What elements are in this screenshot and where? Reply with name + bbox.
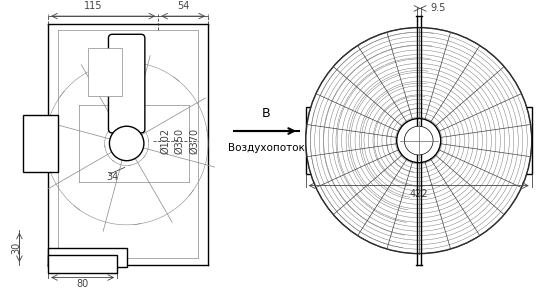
Text: 80: 80 xyxy=(76,280,89,289)
Bar xyxy=(23,115,58,172)
Text: 54: 54 xyxy=(177,1,189,11)
Bar xyxy=(48,248,127,267)
Text: Ø370: Ø370 xyxy=(189,128,199,154)
Text: 30: 30 xyxy=(12,242,22,254)
Text: 115: 115 xyxy=(84,1,102,11)
Bar xyxy=(88,48,122,96)
Bar xyxy=(306,107,532,174)
Text: Ø102: Ø102 xyxy=(160,128,170,154)
Text: Воздухопоток: Воздухопоток xyxy=(228,142,305,153)
Text: B: B xyxy=(262,106,271,119)
Text: 422: 422 xyxy=(409,189,428,200)
Bar xyxy=(48,255,117,273)
Circle shape xyxy=(306,28,532,253)
Circle shape xyxy=(110,126,144,161)
Text: 9.5: 9.5 xyxy=(430,3,445,13)
Circle shape xyxy=(397,119,441,163)
Circle shape xyxy=(404,126,433,155)
FancyBboxPatch shape xyxy=(109,34,145,133)
Text: 34: 34 xyxy=(106,172,119,182)
Text: Ø350: Ø350 xyxy=(175,128,184,154)
